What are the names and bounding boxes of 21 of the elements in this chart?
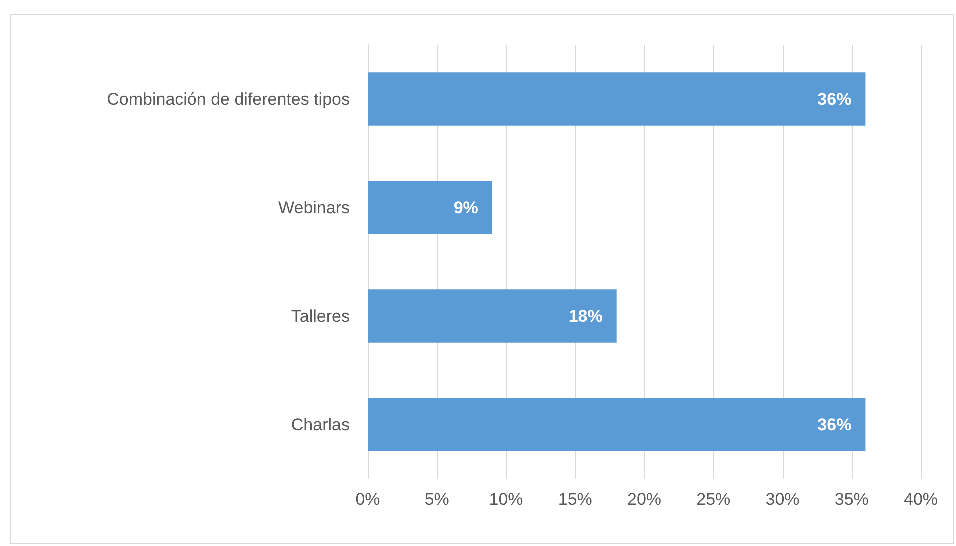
y-tick-label: Talleres bbox=[291, 306, 350, 326]
x-tick-label: 25% bbox=[696, 490, 731, 509]
y-tick-label: Charlas bbox=[291, 415, 350, 434]
x-tick-label: 30% bbox=[766, 490, 800, 509]
data-label: 18% bbox=[568, 306, 603, 326]
bar bbox=[368, 181, 492, 234]
x-tick-label: 0% bbox=[356, 490, 380, 509]
bar bbox=[368, 72, 866, 126]
data-label: 36% bbox=[818, 90, 852, 109]
y-tick-label: Combinación de diferentes tipos bbox=[107, 90, 350, 109]
x-tick-label: 10% bbox=[489, 490, 524, 509]
x-tick-label: 35% bbox=[834, 490, 869, 509]
bar bbox=[368, 290, 617, 343]
x-tick-label: 20% bbox=[627, 490, 662, 509]
data-label: 9% bbox=[454, 198, 478, 218]
bar bbox=[368, 398, 866, 452]
y-tick-label: Webinars bbox=[278, 198, 350, 218]
x-tick-label: 5% bbox=[424, 490, 450, 509]
x-tick-label: 15% bbox=[558, 490, 592, 509]
x-tick-label: 40% bbox=[904, 490, 938, 509]
data-label: 36% bbox=[818, 415, 852, 434]
